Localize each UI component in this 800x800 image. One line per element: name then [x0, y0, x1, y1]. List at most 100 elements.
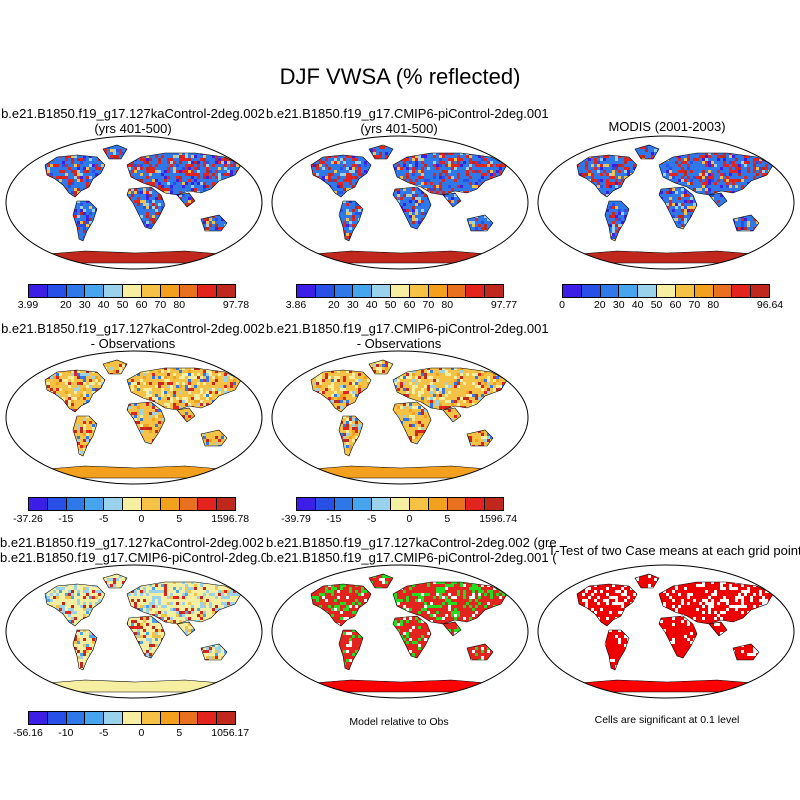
coastline	[72, 200, 98, 242]
colorbar-segment	[47, 712, 67, 724]
colorbar-segment	[372, 285, 392, 297]
map-border	[537, 564, 795, 699]
colorbar-segment	[657, 285, 676, 297]
colorbar-tick-label: 0	[406, 513, 413, 525]
map-panel4	[5, 350, 263, 485]
panel1-title-line1: b.e21.B1850.f19_g17.127kaControl-2deg.00…	[1, 106, 265, 121]
coastline	[392, 152, 508, 196]
colorbar-segment	[85, 712, 105, 724]
colorbar-tick-label: 60	[135, 299, 148, 311]
colorbar-segment	[409, 285, 429, 297]
colorbar-segment	[160, 285, 180, 297]
colorbar-tick-label: -15	[58, 513, 74, 525]
colorbar-tick-label: 70	[422, 299, 435, 311]
colorbar-segment	[466, 285, 486, 297]
coastline	[126, 152, 242, 196]
colorbar-segment	[372, 498, 392, 510]
antarctica-region	[301, 680, 499, 692]
land-region	[393, 616, 431, 658]
map-border	[271, 350, 529, 485]
colorbar-segment	[466, 498, 486, 510]
colorbar-panel1	[28, 284, 236, 298]
map-panel9	[537, 564, 795, 699]
map-panel1	[5, 135, 263, 270]
colorbar-segment	[66, 712, 86, 724]
coastline	[368, 573, 394, 589]
colorbar-segment	[66, 285, 86, 297]
colorbar-segment	[104, 712, 124, 724]
colorbar-segment	[217, 285, 235, 297]
colorbar-segment	[409, 498, 429, 510]
colorbar-tick-label: -5	[98, 727, 109, 739]
colorbar-segment	[85, 285, 105, 297]
colorbar-segment	[141, 498, 161, 510]
colorbar-tick-label: 3.86	[285, 299, 307, 311]
coastline	[442, 192, 462, 208]
colorbar-segment	[447, 285, 467, 297]
antarctica-region	[35, 680, 233, 692]
coastline	[658, 152, 774, 196]
coastline	[44, 154, 106, 198]
coastline	[732, 214, 760, 232]
colorbar-tick-label: 50	[116, 299, 129, 311]
coastline	[200, 214, 228, 232]
colorbar-segment	[47, 285, 67, 297]
coastline	[176, 407, 196, 423]
colorbar-segment	[638, 285, 658, 297]
colorbar-panel4	[28, 497, 236, 511]
antarctica-region	[567, 251, 765, 263]
colorbar-tick-label: 3.99	[17, 299, 39, 311]
coastline	[338, 629, 364, 671]
colorbar-tick-label: 5	[176, 727, 183, 739]
colorbar-panel7	[28, 711, 236, 725]
coastline	[176, 621, 196, 637]
antarctica-region	[301, 466, 499, 478]
panel4-title: b.e21.B1850.f19_g17.127kaControl-2deg.00…	[0, 321, 266, 351]
coastline	[102, 359, 128, 375]
colorbar-tick-label: 5	[444, 513, 451, 525]
colorbar-tick-label: -15	[326, 513, 342, 525]
land-region	[45, 584, 105, 626]
panel7-title-line2: b.e21.B1850.f19_g17.CMIP6-piControl-2deg…	[0, 550, 266, 565]
colorbar-segment	[29, 712, 48, 724]
colorbar-segment	[751, 285, 769, 297]
colorbar-segment	[123, 712, 142, 724]
coastline	[310, 369, 372, 413]
coastline	[310, 583, 372, 627]
coastline	[604, 629, 630, 671]
colorbar-tick-label: 30	[612, 299, 625, 311]
colorbar-ticks-panel2: 3.86 20 30 40 50 60 70 80 97.77	[286, 299, 517, 313]
colorbar-segment	[141, 712, 161, 724]
coastline	[338, 415, 364, 457]
colorbar-tick-label: 50	[384, 299, 397, 311]
map-panel7	[5, 564, 263, 699]
map-land-group	[34, 359, 242, 479]
coastline	[708, 192, 728, 208]
colorbar-tick-label: -5	[366, 513, 377, 525]
colorbar-segment	[179, 498, 199, 510]
coastline	[392, 367, 508, 411]
colorbar-ticks-panel4: -37.26 -15 -5 0 5 15 96.78	[13, 513, 249, 527]
colorbar-segment	[447, 498, 467, 510]
coastline	[634, 144, 660, 160]
colorbar-segment	[297, 498, 316, 510]
colorbar-tick-label: 20	[59, 299, 72, 311]
colorbar-segment	[179, 712, 199, 724]
coastline	[338, 200, 364, 242]
colorbar-segment	[485, 498, 503, 510]
colorbar-segment	[485, 285, 503, 297]
antarctica-region	[35, 466, 233, 478]
colorbar-segment	[47, 498, 67, 510]
map-border	[5, 564, 263, 699]
colorbar-tick-label: 5	[176, 513, 183, 525]
colorbar-tick-label: 96.78	[222, 513, 250, 525]
colorbar-segment	[428, 498, 448, 510]
colorbar-segment	[391, 498, 410, 510]
colorbar-tick-label: 40	[631, 299, 644, 311]
coastline	[72, 415, 98, 457]
colorbar-tick-label: 80	[173, 299, 186, 311]
colorbar-tick-label: 15	[211, 513, 223, 525]
coastline	[658, 186, 698, 230]
coastline	[200, 429, 228, 447]
colorbar-tick-label: 15	[479, 513, 491, 525]
